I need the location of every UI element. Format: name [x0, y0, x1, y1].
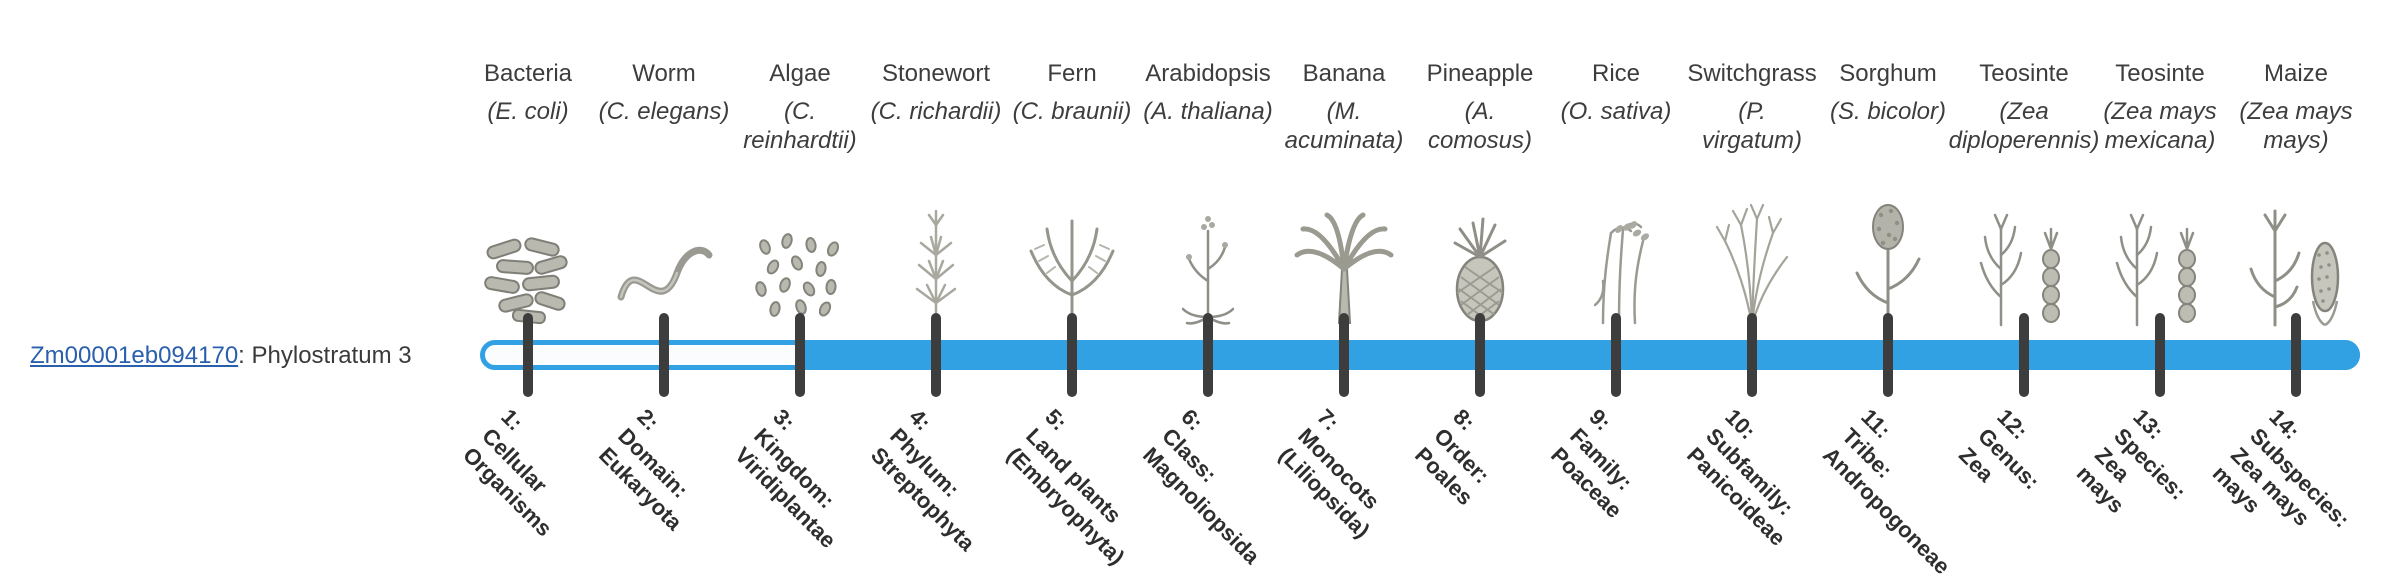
organism-name: Teosinte	[1979, 60, 2069, 87]
phylostratum-tick	[1747, 313, 1757, 397]
phylostratum-label: 3: Kingdom: Viridiplantae	[730, 404, 842, 553]
organism-name: Teosinte	[2115, 60, 2205, 87]
organism-latin-name: (Zea mays mays)	[2239, 98, 2353, 155]
phylostrata-bar-fill	[800, 340, 2360, 370]
phylostratum-tick	[1067, 313, 1077, 397]
fern-icon	[1017, 182, 1127, 330]
phylostratum-tick	[1203, 313, 1213, 397]
arabidopsis-icon	[1153, 182, 1263, 330]
phylostratum-tick	[795, 313, 805, 397]
organism-name: Fern	[1047, 60, 1097, 87]
phylostratum-label: 9: Family: Poaceae	[1546, 404, 1638, 523]
organism-latin-name: (Zea mays mexicana)	[2103, 98, 2217, 155]
sorghum-icon	[1833, 182, 1943, 330]
phylostratum-label: 2: Domain: Eukaryota	[594, 404, 694, 535]
phylostratum-tick	[523, 313, 533, 397]
organism-name: Pineapple	[1426, 60, 1534, 87]
phylostratum-label: 6: Class: Magnoliopsida	[1138, 404, 1265, 569]
phylostratum-label: 13: Species: Zea mays	[2071, 404, 2192, 519]
banana-icon	[1289, 182, 1399, 330]
phylostratum-label: 11: Tribe: Andropogoneae	[1818, 404, 1956, 579]
phylostratum-label: 12: Genus: Zea	[1954, 404, 2045, 495]
organism-latin-name: (A. comosus)	[1427, 98, 1533, 155]
organism-name: Rice	[1591, 60, 1640, 87]
phylostratum-tick	[1339, 313, 1349, 397]
organism-name: Bacteria	[483, 60, 573, 87]
phylostratum-tick	[2019, 313, 2029, 397]
organism-latin-name: (Zea diploperennis)	[1948, 98, 2100, 155]
organism-name: Banana	[1302, 60, 1386, 87]
phylostratum-label: 5: Land plants (Embryophyta)	[1002, 404, 1130, 570]
phylostratum-tick	[2291, 313, 2301, 397]
phylostratum-tick	[1475, 313, 1485, 397]
phylostratum-tick	[2155, 313, 2165, 397]
stonewort-icon	[881, 182, 991, 330]
organism-name: Maize	[2263, 60, 2329, 87]
organism-latin-name: (P. virgatum)	[1701, 98, 1803, 155]
gene-phylostratum-text: : Phylostratum 3	[238, 342, 412, 369]
organism-name: Switchgrass	[1687, 60, 1817, 87]
phylostratum-tick	[659, 313, 669, 397]
algae-icon	[745, 182, 855, 330]
organism-latin-name: (C. elegans)	[598, 98, 730, 125]
gene-label: Zm00001eb094170: Phylostratum 3	[30, 342, 412, 370]
organism-latin-name: (C. braunii)	[1012, 98, 1132, 125]
organism-latin-name: (A. thaliana)	[1143, 98, 1273, 125]
rice-icon	[1561, 182, 1671, 330]
switchgrass-icon	[1697, 182, 1807, 330]
phylostratum-label: 10: Subfamily: Panicoideae	[1682, 404, 1799, 551]
teosinte-icon	[1969, 182, 2079, 330]
phylostratum-label: 4: Phylum: Streptophyta	[866, 404, 981, 556]
organism-latin-name: (S. bicolor)	[1829, 98, 1947, 125]
gene-id-link[interactable]: Zm00001eb094170	[30, 342, 239, 369]
phylostratum-label: 14: Subspecies: Zea mays mays	[2207, 404, 2355, 533]
organism-name: Stonewort	[881, 60, 991, 87]
organism-latin-name: (O. sativa)	[1560, 98, 1672, 125]
organism-latin-name: (C. reinhardtii)	[743, 98, 857, 155]
organism-name: Sorghum	[1839, 60, 1937, 87]
maize-icon	[2241, 182, 2351, 330]
phylostratum-label: 7: Monocots (Liliopsida)	[1274, 404, 1385, 543]
organism-name: Worm	[632, 60, 696, 87]
phylostratum-tick	[931, 313, 941, 397]
organism-latin-name: (E. coli)	[487, 98, 569, 125]
phylostratum-label: 8: Order: Poales	[1410, 404, 1495, 510]
phylostratum-tick	[1883, 313, 1893, 397]
teosinte-icon	[2105, 182, 2215, 330]
bacteria-icon	[473, 182, 583, 330]
phylostratum-tick	[1611, 313, 1621, 397]
worm-icon	[609, 182, 719, 330]
organism-name: Arabidopsis	[1145, 60, 1271, 87]
pineapple-icon	[1425, 182, 1535, 330]
organism-latin-name: (M. acuminata)	[1284, 98, 1404, 155]
phylostratum-label: 1: Cellular Organisms	[458, 404, 558, 541]
organism-name: Algae	[769, 60, 831, 87]
organism-latin-name: (C. richardii)	[870, 98, 1002, 125]
